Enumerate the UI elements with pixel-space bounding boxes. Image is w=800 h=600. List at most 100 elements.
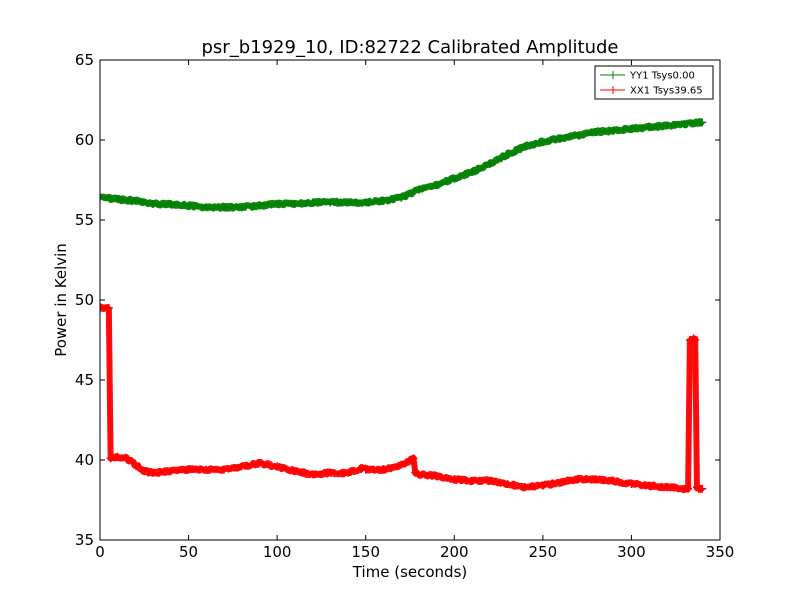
series-2-point [485,476,494,485]
series-2-point [691,336,700,344]
chart-title: psr_b1929_10, ID:82722 Calibrated Amplit… [202,37,619,58]
series-2-point [290,467,299,476]
series-2-point [202,465,211,474]
series-2-point [503,480,512,488]
series-1-point [485,160,494,168]
series-1-point [237,203,246,212]
series-1-point [397,193,406,202]
ticks-layer: 0 50 100 150 200 250 300 350 35 40 45 50 55 60 65 [75,51,734,561]
series-1-point [184,201,193,210]
legend-marker [609,71,617,79]
series-1-point [468,168,476,176]
y-tick-label: 45 [75,371,94,389]
series-2-point [273,462,282,471]
series-1-point [414,185,423,194]
series-2-point [645,481,654,490]
series-2-point [556,478,565,487]
series-2-point [166,467,175,476]
series-1-point [290,200,299,208]
series-1-point [609,126,618,135]
series-2-point [184,465,193,474]
series-2-point [609,476,618,485]
series-2-point [698,484,707,493]
series-2-point [140,467,149,476]
legend: YY1 Tsys0.00 XX1 Tsys39.65 [594,65,714,100]
series-2-point [411,468,420,477]
series-2-point [684,484,693,493]
series-2-point [237,462,246,471]
series-1-point [521,142,530,151]
series-2-point [106,454,115,463]
series-1-point [503,150,512,159]
x-tick-label: 250 [529,543,558,561]
series-2-point [592,475,600,484]
series-1-point [273,200,282,208]
x-tick-label: 350 [706,543,735,561]
x-tick-label: 100 [263,543,292,561]
series-1-point [450,174,459,183]
series-layer [100,118,707,494]
series-2-point [692,483,701,492]
series-1-point [662,121,671,130]
series-1-point [100,193,104,202]
series-2-point [344,468,352,477]
series-1-point [113,195,122,204]
y-tick-label: 60 [75,131,94,149]
series-2-point [409,454,418,463]
legend-label: YY1 Tsys0.00 [629,71,695,82]
series-2-point [358,464,367,472]
y-tick-label: 40 [75,451,94,469]
series-1-point [326,198,335,207]
series-2-point [361,465,370,474]
series-1-point [592,128,600,136]
series-1-point [538,137,547,146]
series-1-point [202,203,211,212]
y-tick-label: 65 [75,51,94,69]
series-1 [100,118,707,212]
y-axis-title: Power in Kelvin [52,243,70,357]
series-2-point [689,334,698,343]
series-1-point [556,134,565,143]
series-2-point [414,470,423,479]
series-2-point [326,468,335,477]
series-2-point [450,475,459,484]
series-2 [100,303,707,494]
legend-item: YY1 Tsys0.00 [600,71,695,82]
x-tick-label: 200 [440,543,469,561]
y-tick-label: 50 [75,291,94,309]
series-1-point [166,200,175,208]
x-tick-label: 300 [617,543,646,561]
series-2-point [574,475,583,484]
x-axis-title: Time (seconds) [352,563,468,581]
series-2-point [397,460,406,469]
series-2-point [104,304,113,312]
series-1-point [255,201,264,210]
series-1-point [645,123,654,132]
series-1-point [574,131,583,140]
series-2-point [308,470,317,479]
series-2-point [521,483,530,492]
legend-item: XX1 Tsys39.65 [600,86,703,97]
series-1-point [698,118,707,127]
series-2-point [432,472,441,480]
series-1-point [308,198,317,207]
plot-frame [99,59,721,541]
series-1-point [131,196,140,205]
series-2-point [122,454,131,463]
series-1-point [680,120,689,128]
series-2-point [255,459,264,468]
series-1-point [344,198,352,207]
series-1-point [149,200,158,208]
series-1-point [379,196,388,205]
series-2-point [131,460,140,469]
series-2-point [149,468,158,477]
x-tick-label: 150 [351,543,380,561]
series-2-point [538,481,547,490]
y-tick-label: 35 [75,531,94,549]
x-tick-label: 0 [95,543,105,561]
series-2-point [468,476,476,485]
series-2-point [627,480,636,488]
series-2-point [220,465,228,474]
series-1-point [220,203,228,212]
series-2-point [662,483,671,492]
